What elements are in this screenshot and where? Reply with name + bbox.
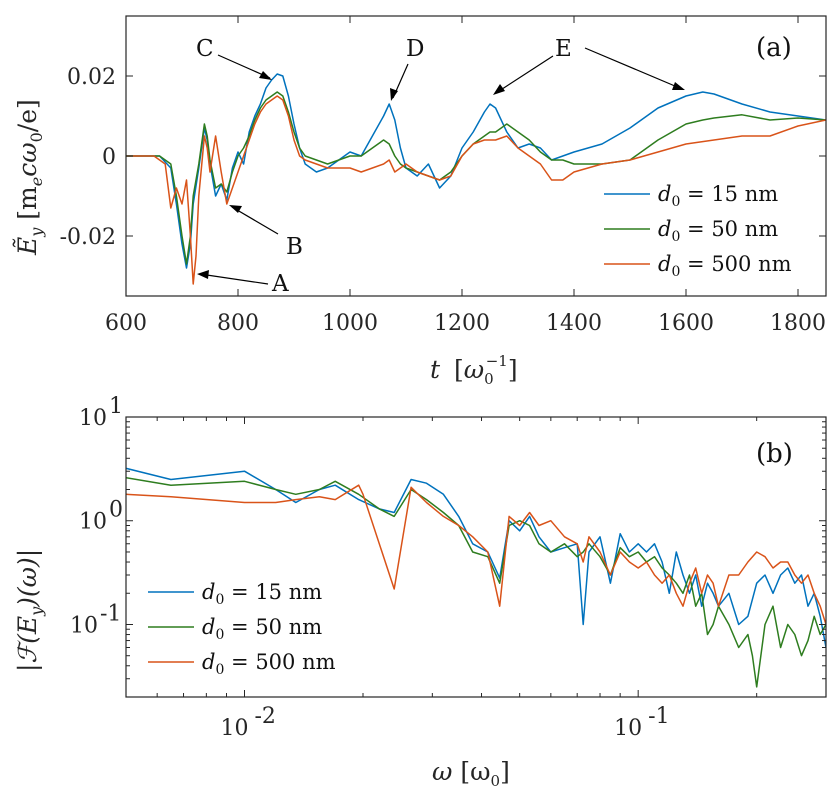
panel-a-xtick-label: 800 [217, 311, 259, 336]
annotation-a: A [271, 271, 289, 297]
legend-b-item-15nm: d0 = 15 nm [202, 580, 322, 608]
panel-b-xtick-label: 10 [614, 716, 642, 741]
panel-a-xtick-label: 1600 [658, 311, 714, 336]
panel-a-ytick-label: 0 [102, 145, 116, 170]
arrowhead-c [259, 71, 272, 80]
legend-a-item-15nm: d0 = 15 nm [658, 182, 778, 210]
panel-a-legend: d0 = 15 nm d0 = 50 nm d0 = 500 nm [604, 182, 792, 280]
panel-a-ytick-label: 0.02 [67, 65, 116, 90]
panel-a-xtick-label: 1400 [546, 311, 602, 336]
panel-b-ticks: 10 -2 10 -110 -110 010 1 [70, 394, 826, 741]
arrowhead-e-right [672, 82, 685, 90]
annotation-e: E [555, 36, 572, 62]
panel-b-ytick-label: 10 [79, 406, 107, 431]
arrowhead-a [197, 270, 209, 279]
panel-b-series [126, 467, 826, 688]
panel-b-ytick-label: 10 [79, 510, 107, 535]
panel-b-xtick-exponent: -2 [255, 704, 276, 729]
arrowhead-d [390, 88, 398, 101]
annotation-d: D [406, 36, 424, 62]
panel-a: 600 800 1000 1200 1400 1600 1800 -0.02 0 0.02 (a)… [13, 15, 827, 388]
legend-b-item-500nm: d0 = 500 nm [202, 650, 336, 678]
arrow-e-left [495, 55, 554, 94]
panel-b-ytick-label: 10 [70, 613, 98, 638]
panel-b-frame [125, 416, 827, 698]
panel-a-xtick-label: 1800 [770, 311, 826, 336]
annotation-c: C [196, 36, 214, 62]
arrow-a [199, 273, 269, 285]
panel-a-ticks: 600 800 1000 1200 1400 1600 1800 -0.02 0 0.02 [60, 16, 826, 336]
panel-b-ytick-exponent: 0 [109, 498, 123, 523]
arrow-e-right [584, 47, 683, 90]
panel-b-ytick-exponent: 1 [109, 394, 123, 419]
panel-a-series-line-2 [126, 95, 826, 285]
panel-b-ytick-exponent: -1 [100, 601, 121, 626]
panel-b-xtick-exponent: -1 [648, 704, 669, 729]
panel-a-ytick-label: -0.02 [60, 225, 116, 250]
panel-a-series [126, 73, 826, 285]
panel-a-tag: (a) [756, 33, 792, 63]
panel-b-ylabel: |ℱ(Ey)(ω)| [13, 549, 46, 672]
panel-a-xtick-label: 1200 [434, 311, 490, 336]
panel-b: 10 -2 10 -110 -110 010 1 (b) ω [ω0] |ℱ(Ey)(ω)| … [13, 394, 827, 788]
panel-b-xlabel: ω [ω0] [432, 757, 510, 788]
panel-b-xtick-label: 10 [221, 716, 249, 741]
panel-a-frame [125, 15, 827, 297]
arrowhead-e-left [493, 84, 505, 95]
panel-b-legend: d0 = 15 nm d0 = 50 nm d0 = 500 nm [148, 580, 336, 678]
annotation-b: B [286, 234, 303, 260]
arrowhead-b [229, 205, 242, 213]
panel-b-series-line-1 [126, 476, 826, 688]
panel-a-ylabel: Ẽy[mecω0/e] [13, 99, 46, 256]
legend-b-item-50nm: d0 = 50 nm [202, 615, 322, 643]
panel-a-xtick-label: 600 [105, 311, 147, 336]
panel-b-tag: (b) [756, 439, 793, 469]
panel-a-annotations: C D E B A [196, 36, 685, 297]
panel-b-series-line-0 [126, 467, 826, 648]
legend-a-item-50nm: d0 = 50 nm [658, 217, 778, 245]
legend-a-item-500nm: d0 = 500 nm [658, 252, 792, 280]
panel-a-xlabel: t [ω0−1] [430, 352, 518, 388]
panel-b-series-line-2 [126, 484, 826, 625]
panel-a-series-line-1 [126, 91, 826, 265]
arrow-b [231, 206, 279, 235]
panel-a-xtick-label: 1000 [322, 311, 378, 336]
